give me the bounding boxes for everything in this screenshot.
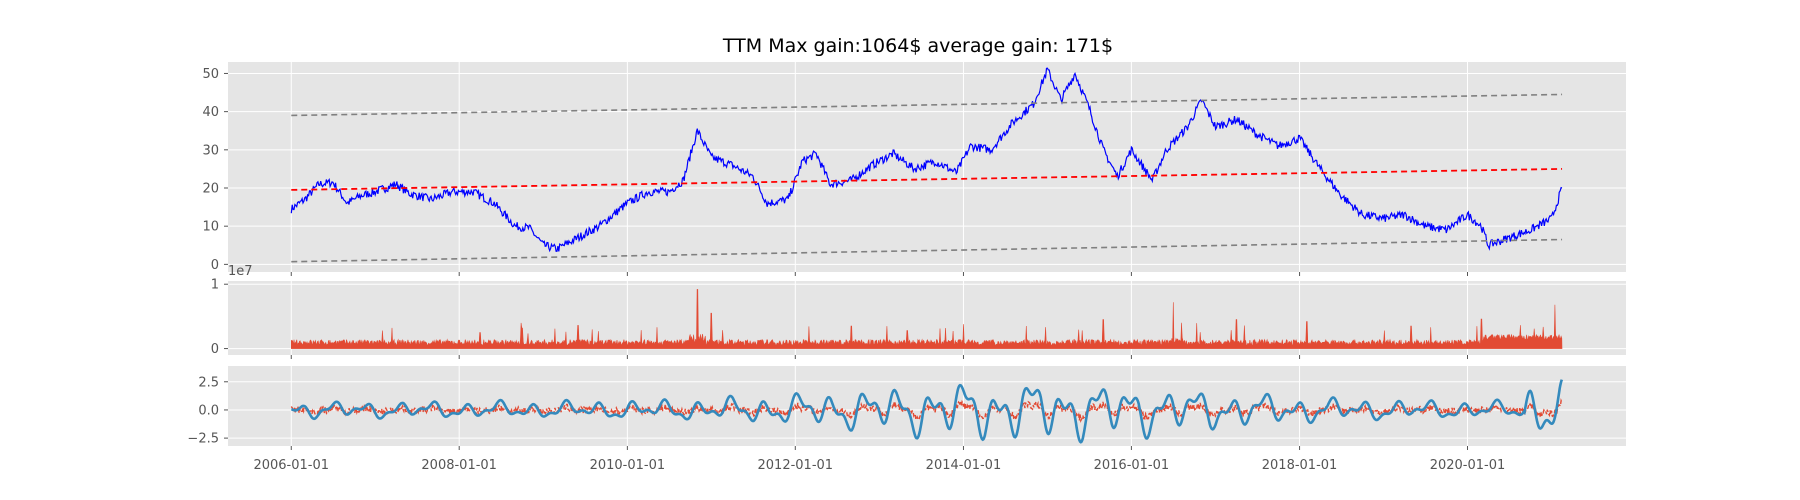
price-line: [290, 67, 1563, 253]
x-tick-label: 2018-01-01: [1262, 458, 1338, 473]
x-tick-label: 2020-01-01: [1430, 458, 1506, 473]
y-tick-label: 20: [202, 182, 219, 197]
x-tick-label: 2016-01-01: [1094, 458, 1170, 473]
volume-area: [291, 289, 1563, 349]
y-tick-label: 50: [202, 67, 219, 82]
x-tick-label: 2008-01-01: [421, 458, 497, 473]
y-tick-label: 0: [211, 258, 219, 273]
y-tick-label: 0.0: [198, 403, 219, 418]
lower-band-line: [291, 238, 1563, 263]
volume-offset-label: 1e7: [228, 264, 253, 279]
volume-panel: 1e7 0 1: [211, 264, 1626, 359]
upper-band-line: [291, 93, 1563, 117]
oscillator-panel: −2.5 0.0 2.5: [187, 366, 1626, 450]
y-tick-label: 2.5: [198, 375, 219, 390]
y-tick-label: 10: [202, 220, 219, 235]
oscillator-line: [290, 398, 1563, 424]
x-tick-label: 2012-01-01: [758, 458, 834, 473]
y-tick-label: 30: [202, 143, 219, 158]
trend-line: [291, 168, 1563, 191]
y-tick-label: −2.5: [187, 432, 219, 447]
signal-line: [291, 379, 1564, 444]
price-plot-area: [228, 62, 1626, 272]
chart-title: TTM Max gain:1064$ average gain: 171$: [722, 35, 1113, 57]
x-tick-label: 2010-01-01: [590, 458, 666, 473]
y-tick-label: 1: [211, 278, 219, 293]
y-tick-label: 0: [211, 342, 219, 357]
x-tick-label: 2006-01-01: [253, 458, 329, 473]
price-panel: 0 10 20 30 40 50: [202, 62, 1626, 276]
x-tick-label: 2014-01-01: [926, 458, 1002, 473]
y-tick-label: 40: [202, 105, 219, 120]
